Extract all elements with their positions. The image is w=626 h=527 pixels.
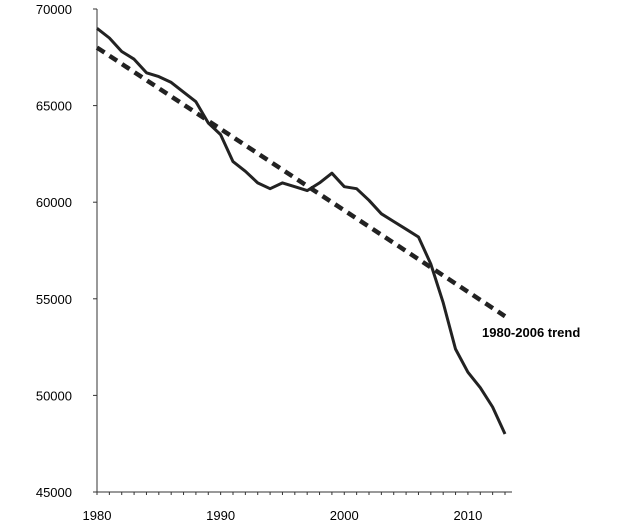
x-axis-ticks: 1980 1990 2000 2010	[83, 492, 506, 523]
axes	[96, 9, 512, 493]
trend-line-dashed	[95, 45, 507, 319]
series-group	[95, 27, 507, 435]
y-tick-label: 70000	[36, 2, 72, 17]
y-tick-label: 45000	[36, 485, 72, 500]
x-tick-label: 2010	[453, 508, 482, 523]
y-tick-label: 60000	[36, 195, 72, 210]
y-tick-label: 55000	[36, 292, 72, 307]
y-tick-label: 50000	[36, 388, 72, 403]
series-line-solid	[96, 27, 507, 435]
y-axis-ticks: 45000 50000 55000 60000 65000 70000	[36, 2, 97, 500]
x-tick-label: 1990	[206, 508, 235, 523]
x-tick-label: 2000	[330, 508, 359, 523]
y-tick-label: 65000	[36, 99, 72, 114]
x-tick-label: 1980	[83, 508, 112, 523]
trend-annotation: 1980-2006 trend	[482, 325, 580, 340]
